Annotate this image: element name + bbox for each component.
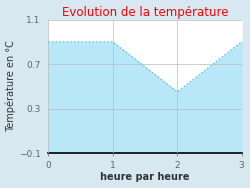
X-axis label: heure par heure: heure par heure (100, 172, 190, 182)
Y-axis label: Température en °C: Température en °C (6, 40, 16, 132)
Title: Evolution de la température: Evolution de la température (62, 6, 228, 19)
